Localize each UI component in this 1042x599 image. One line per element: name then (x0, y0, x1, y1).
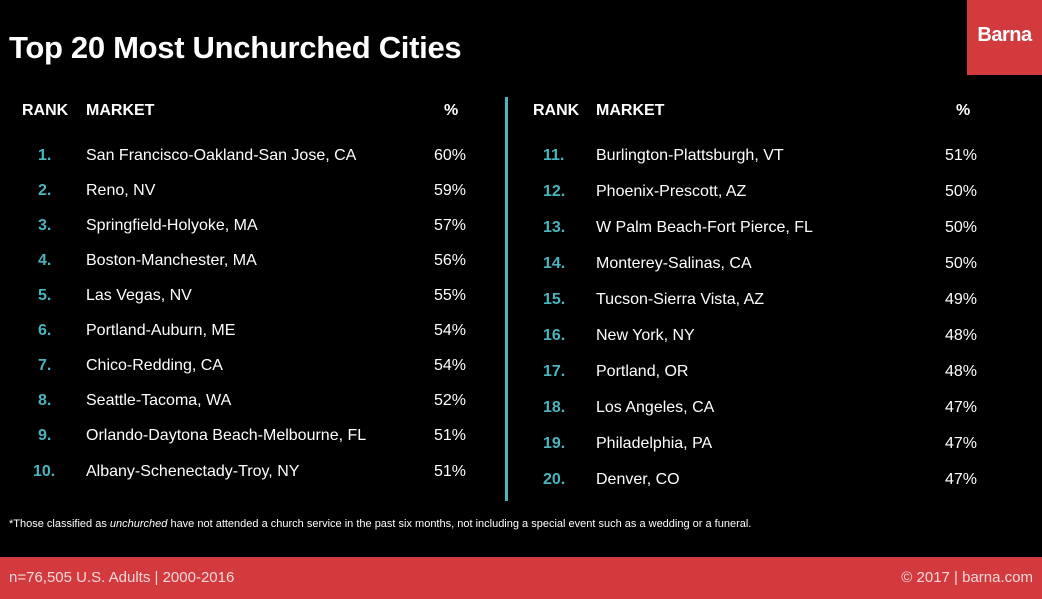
market-cell: Chico-Redding, CA (86, 357, 223, 374)
table-row: 18. Los Angeles, CA 47% (510, 394, 1042, 422)
rank-cell: 2. (38, 182, 52, 199)
header-market: MARKET (596, 102, 665, 119)
market-cell: Burlington-Plattsburgh, VT (596, 147, 784, 164)
rank-cell: 17. (543, 363, 566, 380)
column-divider (505, 97, 508, 501)
rank-cell: 8. (38, 392, 52, 409)
header-rank: RANK (533, 102, 580, 119)
market-cell: San Francisco-Oakland-San Jose, CA (86, 147, 357, 164)
footer-bar: n=76,505 U.S. Adults | 2000-2016 © 2017 … (0, 557, 1042, 599)
table-row: 16. New York, NY 48% (510, 322, 1042, 350)
rank-cell: 1. (38, 147, 52, 164)
pct-cell: 54% (434, 357, 467, 374)
brand-logo: Barna (967, 0, 1042, 75)
rank-cell: 6. (38, 322, 52, 339)
table-row: 1. San Francisco-Oakland-San Jose, CA 60% (0, 142, 500, 170)
market-cell: Phoenix-Prescott, AZ (596, 183, 747, 200)
pct-cell: 51% (434, 427, 467, 444)
pct-cell: 47% (945, 435, 978, 452)
table-row: 8. Seattle-Tacoma, WA 52% (0, 387, 500, 415)
rank-cell: 16. (543, 327, 566, 344)
table-row: 17. Portland, OR 48% (510, 358, 1042, 386)
table-row: 12. Phoenix-Prescott, AZ 50% (510, 178, 1042, 206)
table-row: 14. Monterey-Salinas, CA 50% (510, 250, 1042, 278)
market-cell: Las Vegas, NV (86, 287, 192, 304)
market-cell: Portland, OR (596, 363, 689, 380)
rank-cell: 18. (543, 399, 566, 416)
rank-cell: 20. (543, 471, 566, 488)
footnote-before: *Those classified as (9, 518, 110, 530)
header-pct: % (956, 102, 971, 119)
rank-cell: 9. (38, 427, 52, 444)
pct-cell: 47% (945, 471, 978, 488)
sample-size: n=76,505 U.S. Adults | 2000-2016 (9, 569, 235, 586)
table-row: 13. W Palm Beach-Fort Pierce, FL 50% (510, 214, 1042, 242)
table-row: 5. Las Vegas, NV 55% (0, 282, 500, 310)
pct-cell: 50% (945, 219, 978, 236)
rank-cell: 14. (543, 255, 566, 272)
header-pct: % (444, 102, 459, 119)
table-row: 19. Philadelphia, PA 47% (510, 430, 1042, 458)
market-cell: Monterey-Salinas, CA (596, 255, 752, 272)
pct-cell: 52% (434, 392, 467, 409)
rank-cell: 3. (38, 217, 52, 234)
pct-cell: 51% (434, 463, 467, 480)
header-market: MARKET (86, 102, 155, 119)
table-row: 2. Reno, NV 59% (0, 177, 500, 205)
pct-cell: 57% (434, 217, 467, 234)
market-cell: Albany-Schenectady-Troy, NY (86, 463, 300, 480)
market-cell: Denver, CO (596, 471, 680, 488)
pct-cell: 50% (945, 183, 978, 200)
table-row: 11. Burlington-Plattsburgh, VT 51% (510, 142, 1042, 170)
pct-cell: 48% (945, 363, 978, 380)
rank-cell: 13. (543, 219, 566, 236)
market-cell: Los Angeles, CA (596, 399, 715, 416)
header-rank: RANK (22, 102, 69, 119)
rank-cell: 19. (543, 435, 566, 452)
rank-cell: 11. (543, 147, 565, 164)
pct-cell: 56% (434, 252, 467, 269)
pct-cell: 60% (434, 147, 467, 164)
pct-cell: 59% (434, 182, 467, 199)
copyright: © 2017 | barna.com (901, 569, 1033, 586)
table-row: 7. Chico-Redding, CA 54% (0, 352, 500, 380)
pct-cell: 54% (434, 322, 467, 339)
market-cell: New York, NY (596, 327, 695, 344)
market-cell: Reno, NV (86, 182, 156, 199)
page-title: Top 20 Most Unchurched Cities (9, 30, 462, 65)
rank-cell: 7. (38, 357, 52, 374)
pct-cell: 55% (434, 287, 467, 304)
market-cell: W Palm Beach-Fort Pierce, FL (596, 219, 813, 236)
market-cell: Boston-Manchester, MA (86, 252, 257, 269)
market-cell: Seattle-Tacoma, WA (86, 392, 232, 409)
table-row: 10. Albany-Schenectady-Troy, NY 51% (0, 458, 500, 486)
pct-cell: 47% (945, 399, 978, 416)
table-row: 4. Boston-Manchester, MA 56% (0, 247, 500, 275)
footnote-after: have not attended a church service in th… (167, 518, 752, 530)
footnote-emphasis: unchurched (109, 518, 168, 530)
rank-cell: 10. (33, 463, 56, 480)
table-row: 3. Springfield-Holyoke, MA 57% (0, 212, 500, 240)
rank-cell: 12. (543, 183, 566, 200)
pct-cell: 50% (945, 255, 978, 272)
rank-cell: 15. (543, 291, 566, 308)
market-cell: Tucson-Sierra Vista, AZ (596, 291, 765, 308)
table-row: 9. Orlando-Daytona Beach-Melbourne, FL 51% (0, 422, 500, 450)
market-cell: Philadelphia, PA (596, 435, 713, 452)
rank-cell: 5. (38, 287, 52, 304)
rank-cell: 4. (38, 252, 52, 269)
pct-cell: 49% (945, 291, 978, 308)
logo-text: Barna (977, 24, 1032, 46)
pct-cell: 48% (945, 327, 978, 344)
market-cell: Orlando-Daytona Beach-Melbourne, FL (86, 427, 367, 444)
footnote: *Those classified as unchurched have not… (9, 518, 751, 530)
table-row: 6. Portland-Auburn, ME 54% (0, 317, 500, 345)
pct-cell: 51% (945, 147, 978, 164)
table-row: 20. Denver, CO 47% (510, 466, 1042, 494)
market-cell: Portland-Auburn, ME (86, 322, 236, 339)
table-row: 15. Tucson-Sierra Vista, AZ 49% (510, 286, 1042, 314)
market-cell: Springfield-Holyoke, MA (86, 217, 258, 234)
